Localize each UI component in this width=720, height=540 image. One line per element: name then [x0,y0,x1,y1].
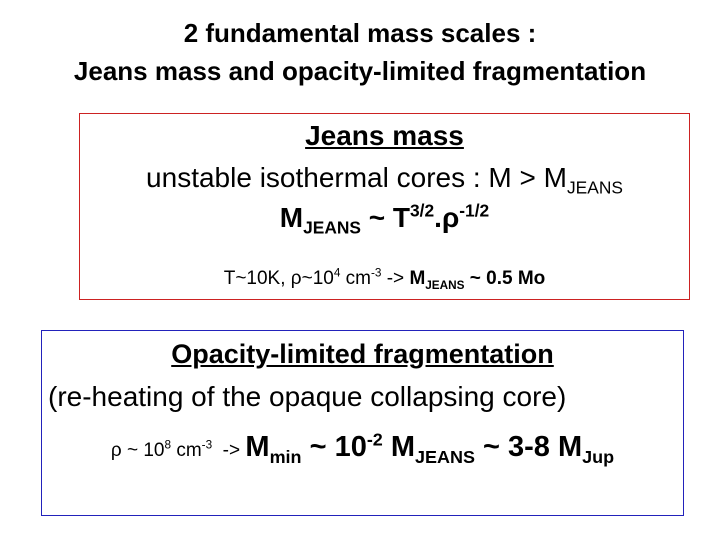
r-a-sup: 8 [164,438,172,452]
jeans-formula: MJEANS ~ T3/2.ρ-1/2 [80,200,689,236]
r-a: ρ ~ 10 [110,440,165,461]
ex-a: T~10K, ρ~10 [223,268,334,289]
f-rho: .ρ [434,202,460,233]
ex-d: ~ 0.5 Mo [464,268,546,289]
opacity-subtitle: (re-heating of the opaque collapsing cor… [48,381,567,412]
ex-a-sup: 4 [333,266,341,280]
f-m-sub: JEANS [303,217,362,238]
ex-m: M [409,268,426,289]
r-d: ~ 10 [301,431,367,463]
r-m: M [245,431,270,463]
jeans-condition: unstable isothermal cores : M > MJEANS [80,162,689,196]
r-f: ~ 3-8 M [474,431,583,463]
heading-text: Opacity-limited fragmentation [171,339,554,369]
opacity-fragmentation-box: Opacity-limited fragmentation (re-heatin… [41,330,684,516]
r-d-sup: -2 [366,429,383,450]
r-b-sup: -3 [201,438,213,452]
r-b: cm [171,440,202,461]
opacity-heading: Opacity-limited fragmentation [42,339,683,370]
r-e-sub: JEANS [415,446,475,467]
ex-b: cm [340,268,371,289]
slide-title-line-1: 2 fundamental mass scales : [183,18,537,48]
f-rho-sup: -1/2 [459,200,490,221]
jeans-mass-box: Jeans mass unstable isothermal cores : M… [79,113,690,300]
f-t-sup: 3/2 [410,200,435,221]
r-c: -> [212,440,246,461]
ex-b-sup: -3 [370,266,382,280]
r-e: M [382,431,416,463]
r-m-sub: min [269,446,302,467]
f-m: M [279,202,304,233]
condition-sub: JEANS [567,177,623,198]
jeans-example: T~10K, ρ~104 cm-3 -> MJEANS ~ 0.5 Mo [80,266,689,292]
f-t: ~ T [361,202,411,233]
r-f-sub: Jup [582,446,615,467]
opacity-result: ρ ~ 108 cm-3 -> Mmin ~ 10-2 MJEANS ~ 3-8… [42,429,683,467]
jeans-mass-heading: Jeans mass [80,120,689,152]
ex-c: -> [381,268,410,289]
ex-m-sub: JEANS [425,278,465,292]
heading-text: Jeans mass [305,120,464,151]
condition-text: unstable isothermal cores : M > M [146,162,567,193]
slide-title-line-2: Jeans mass and opacity-limited fragmenta… [73,56,647,86]
